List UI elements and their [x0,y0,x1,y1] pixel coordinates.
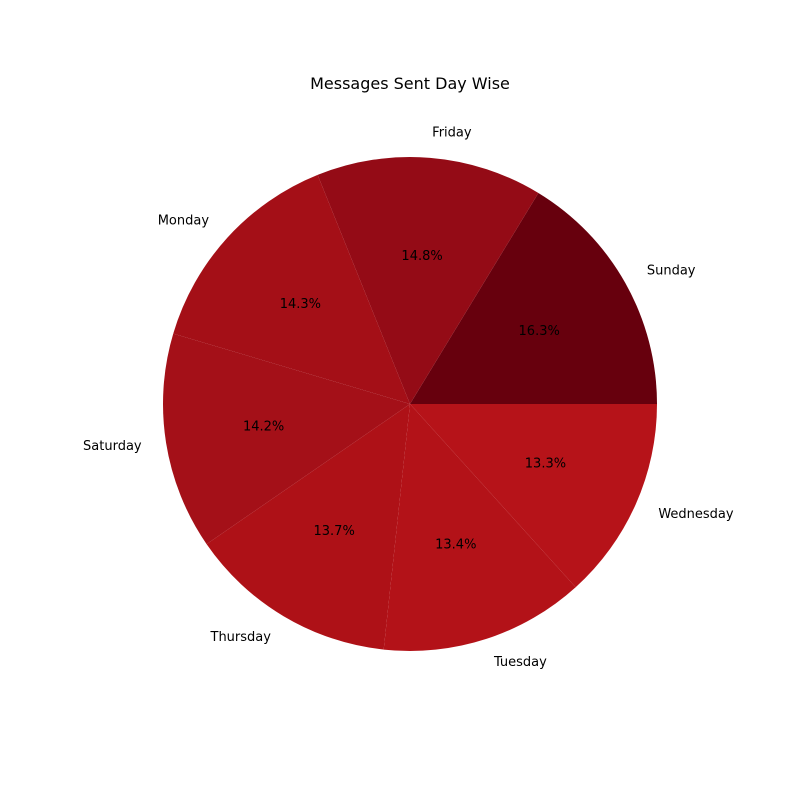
slice-label-monday: Monday [158,214,210,229]
pie-slice-thursday [206,404,410,650]
slice-label-thursday: Thursday [210,630,272,645]
pie-slice-sunday [410,192,657,404]
pie-labels: Sunday 16.3% Friday 14.8% Monday 14.3% Saturda… [83,126,734,670]
pie-slice-monday [173,174,410,404]
pie-slices [163,157,657,651]
percent-label-sunday: 16.3% [519,324,560,339]
slice-label-tuesday: Tuesday [493,655,547,670]
pie-slice-wednesday [410,404,657,588]
slice-label-wednesday: Wednesday [658,507,734,522]
slice-label-friday: Friday [432,126,472,141]
pie-slice-tuesday [383,404,576,651]
percent-label-friday: 14.8% [401,249,442,264]
chart-title: Messages Sent Day Wise [310,74,510,93]
percent-label-tuesday: 13.4% [435,537,476,552]
pie-slice-saturday [163,333,410,545]
percent-label-saturday: 14.2% [243,420,284,435]
percent-label-wednesday: 13.3% [525,457,566,472]
percent-label-thursday: 13.7% [314,524,355,539]
pie-slice-friday [317,157,539,404]
percent-label-monday: 14.3% [280,297,321,312]
slice-label-saturday: Saturday [83,439,142,454]
slice-label-sunday: Sunday [647,263,696,278]
